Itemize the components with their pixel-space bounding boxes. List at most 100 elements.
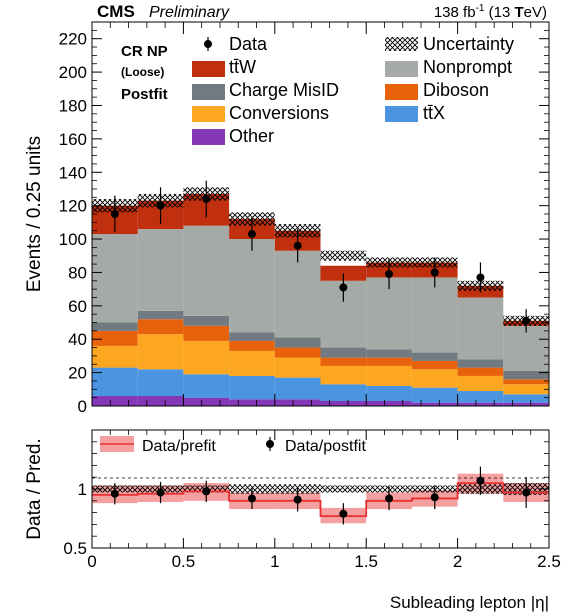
bar-nonprompt-3 xyxy=(229,239,275,333)
bar-other-8 xyxy=(457,402,504,406)
bar-diboson-6 xyxy=(366,357,412,366)
legend-label-uncertainty: Uncertainty xyxy=(423,34,514,54)
y-tick-label-140: 140 xyxy=(59,163,87,182)
legend-label-ttx: tt̄X xyxy=(423,103,445,123)
cms-label: CMS xyxy=(97,2,135,21)
bar-chargemisid-7 xyxy=(411,352,458,361)
bar-conversions-6 xyxy=(366,365,412,386)
main-y-axis: 0 20 40 60 80 100 120 140 160 180 200 220 xyxy=(59,30,549,416)
bar-diboson-5 xyxy=(320,357,367,366)
legend-label-conversions: Conversions xyxy=(229,103,329,123)
ratio-y-axis-label: Data / Pred. xyxy=(24,438,45,539)
legend-item-ttw: tt̄W xyxy=(192,57,256,77)
ratio-uncertainty-box-5 xyxy=(320,485,367,493)
legend-item-diboson: Diboson xyxy=(385,80,489,100)
postfit-point-9 xyxy=(522,488,531,497)
y-tick-label-60: 60 xyxy=(68,297,87,316)
bar-other-6 xyxy=(366,400,412,406)
bar-other-7 xyxy=(411,402,458,406)
ratio-panel: 0.51 0 0.5 1 1.5 2 2.5 Data / Pred. Subleadin… xyxy=(24,429,561,612)
diboson-swatch xyxy=(385,84,418,100)
bar-diboson-2 xyxy=(183,325,230,341)
nonprompt-swatch xyxy=(385,61,418,77)
bar-diboson-8 xyxy=(457,367,504,376)
bar-nonprompt-2 xyxy=(183,225,230,316)
lumi-energy-post: eV) xyxy=(524,4,547,21)
bar-diboson-9 xyxy=(503,379,549,385)
legend-item-uncertainty: Uncertainty xyxy=(385,34,514,54)
x-axis-label: Subleading lepton |η| xyxy=(390,593,549,612)
bar-other-1 xyxy=(137,395,184,406)
x-tick-label-0: 0 xyxy=(87,552,96,571)
data-point-9 xyxy=(522,316,531,325)
postfit-point-5 xyxy=(339,509,348,518)
bar-nonprompt-0 xyxy=(92,234,138,323)
bar-nonprompt-4 xyxy=(274,250,321,338)
legend-item-nonprompt: Nonprompt xyxy=(385,57,512,77)
legend-label-nonprompt: Nonprompt xyxy=(423,57,512,77)
bar-conversions-5 xyxy=(320,365,367,385)
bar-ttx-5 xyxy=(320,384,367,401)
bar-other-0 xyxy=(92,395,138,406)
y-tick-label-100: 100 xyxy=(59,230,87,249)
bar-chargemisid-3 xyxy=(229,332,275,341)
prefit-step-line xyxy=(92,482,549,518)
postfit-point-7 xyxy=(430,493,439,502)
legend-label-other: Other xyxy=(229,126,274,146)
bar-conversions-2 xyxy=(183,340,230,375)
bar-conversions-4 xyxy=(274,357,321,378)
ratio-y-axis: 0.51 xyxy=(63,441,549,558)
postfit-point-2 xyxy=(202,487,211,496)
bar-conversions-7 xyxy=(411,369,458,388)
main-legend: Data Uncertainty tt̄W Nonprompt Charge M… xyxy=(192,34,514,146)
postfit-points xyxy=(110,466,531,525)
data-point-2 xyxy=(202,194,211,203)
x-tick-label-2.5: 2.5 xyxy=(537,552,561,571)
x-tick-label-0.5: 0.5 xyxy=(172,552,196,571)
bar-other-5 xyxy=(320,400,367,406)
ratio-x-axis: 0 0.5 1 1.5 2 2.5 xyxy=(87,430,561,571)
preliminary-label: Preliminary xyxy=(149,4,230,21)
y-tick-label-160: 160 xyxy=(59,130,87,149)
data-point-3 xyxy=(247,230,256,239)
y-tick-label-220: 220 xyxy=(59,30,87,49)
ratio-y-tick-label-0.5: 0.5 xyxy=(63,539,87,558)
main-x-ticks xyxy=(91,22,550,406)
other-swatch xyxy=(192,129,225,145)
conversions-swatch xyxy=(192,106,225,122)
legend-label-diboson: Diboson xyxy=(423,80,489,100)
chargemisid-swatch xyxy=(192,84,225,100)
bar-other-4 xyxy=(274,399,321,406)
bar-ttx-7 xyxy=(411,387,458,403)
bar-conversions-0 xyxy=(92,345,138,368)
bar-other-2 xyxy=(183,397,230,406)
lumi-label: 138 fb-1 (13 TeV) xyxy=(434,3,547,21)
postfit-point-1 xyxy=(156,488,165,497)
ttw-swatch xyxy=(192,61,225,77)
y-tick-label-20: 20 xyxy=(68,364,87,383)
legend-item-ttx: tt̄X xyxy=(385,103,445,123)
x-tick-label-2: 2 xyxy=(453,552,462,571)
bar-ttx-1 xyxy=(137,369,184,396)
bar-chargemisid-9 xyxy=(503,370,549,380)
bar-chargemisid-0 xyxy=(92,322,138,331)
ratio-legend: Data/prefit Data/postfit xyxy=(100,436,366,455)
legend-item-conversions: Conversions xyxy=(192,103,329,123)
bar-conversions-1 xyxy=(137,334,184,370)
lumi-value: 138 fb xyxy=(434,4,476,21)
postfit-point-8 xyxy=(476,476,485,485)
bar-chargemisid-8 xyxy=(457,359,504,368)
bar-ttx-9 xyxy=(503,394,549,403)
lumi-energy-pre: (13 xyxy=(484,4,514,21)
region-line3: Postfit xyxy=(121,86,168,103)
prefit-line xyxy=(92,482,549,518)
ratio-legend-postfit: Data/postfit xyxy=(285,438,366,455)
bar-ttx-0 xyxy=(92,367,138,396)
legend-label-ttw: tt̄W xyxy=(229,57,256,77)
ratio-y-tick-label-1: 1 xyxy=(78,480,87,499)
postfit-point-3 xyxy=(247,494,256,503)
data-point-6 xyxy=(385,270,394,279)
bar-diboson-3 xyxy=(229,340,275,351)
x-tick-label-1.5: 1.5 xyxy=(354,552,378,571)
